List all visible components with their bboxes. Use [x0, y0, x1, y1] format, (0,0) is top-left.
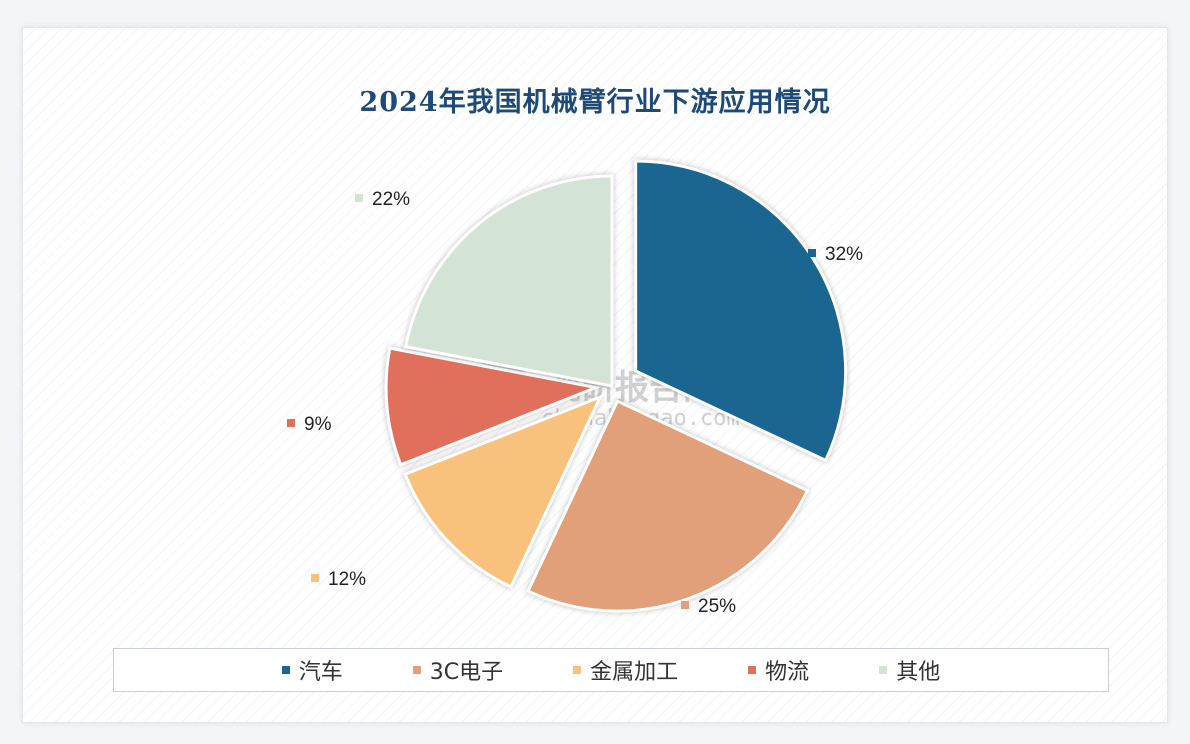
legend-marker-1	[412, 666, 421, 674]
slice-label-2: 12%	[311, 569, 366, 591]
chart-title: 2024年我国机械臂行业下游应用情况	[359, 87, 831, 118]
legend: 汽车 3C电子 金属加工 物流 其他	[113, 648, 1109, 692]
legend-item-3: 物流	[748, 654, 809, 686]
legend-marker-4	[879, 666, 888, 674]
legend-marker-0	[281, 666, 290, 674]
slice-label-3-marker	[287, 418, 295, 427]
pie-slice-4	[403, 174, 614, 388]
pie-slice-2	[403, 394, 604, 589]
slice-label-4: 22%	[355, 189, 410, 211]
pie-slice-1	[526, 399, 810, 613]
slice-label-3: 9%	[287, 414, 331, 436]
pie-slice-0	[634, 159, 848, 463]
legend-item-4: 其他	[879, 654, 940, 686]
legend-marker-2	[573, 666, 582, 674]
slice-label-0: 32%	[808, 244, 863, 266]
legend-item-0: 汽车	[281, 654, 343, 686]
legend-item-1: 3C电子	[412, 654, 503, 686]
slice-label-4-marker	[355, 193, 363, 202]
legend-item-2: 金属加工	[573, 654, 678, 686]
slice-label-0-marker	[808, 248, 816, 257]
slice-label-1-marker	[681, 600, 689, 609]
legend-marker-3	[748, 666, 757, 674]
pie-slice-3	[384, 346, 602, 467]
slice-label-1: 25%	[681, 596, 736, 618]
slice-label-2-marker	[311, 573, 319, 582]
